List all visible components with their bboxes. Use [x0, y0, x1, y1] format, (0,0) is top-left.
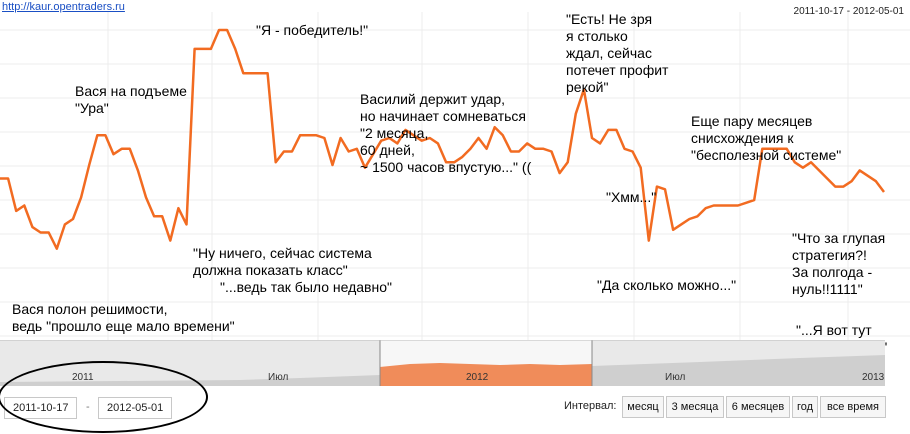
line-chart [0, 12, 910, 340]
annotation-2: Вася на подъеме "Ура" [75, 83, 187, 116]
interval-month-button[interactable]: месяц [622, 396, 664, 418]
annotation-7: "Есть! Не зря я столько ждал, сейчас пот… [566, 11, 669, 95]
chart-grid [0, 12, 910, 340]
interval-all-time-button[interactable]: все время [820, 396, 886, 418]
interval-6-months-button[interactable]: 6 месяцев [726, 396, 790, 418]
annotation-4: "...ведь так было недавно" [220, 279, 392, 295]
annotation-3: "Ну ничего, сейчас система должна показа… [193, 245, 372, 278]
navigator-label-2013: 2013 [862, 372, 885, 383]
annotation-5: "Я - победитель!" [256, 22, 369, 38]
navigator-label-jul-2011: Июл [268, 372, 289, 383]
navigator-label-jul-2012: Июл [665, 372, 686, 383]
interval-3-months-button[interactable]: 3 месяца [666, 396, 724, 418]
annotation-11: "Что за глупая стратегия?! За полгода - … [792, 230, 886, 297]
annotation-6: Василий держит удар, но начинает сомнева… [360, 91, 532, 175]
navigator-selected-area [380, 363, 592, 386]
annotation-1: Вася полон решимости, ведь "прошло еще м… [12, 301, 235, 334]
annotation-10: Еще пару месяцев снисхождения к "бесполе… [691, 113, 842, 163]
interval-label: Интервал: [564, 400, 617, 412]
chart-date-range: 2011-10-17 - 2012-05-01 [793, 6, 904, 17]
annotation-8: "Хмм..." [606, 189, 657, 205]
series-line [0, 28, 886, 250]
navigator-full-area [0, 355, 885, 386]
hand-drawn-ellipse [0, 361, 208, 433]
chart-svg [0, 12, 910, 340]
source-link[interactable]: http://kaur.opentraders.ru [2, 1, 125, 13]
annotation-9: "Да сколько можно..." [597, 277, 737, 293]
navigator-label-2012: 2012 [466, 372, 489, 383]
interval-year-button[interactable]: год [792, 396, 818, 418]
